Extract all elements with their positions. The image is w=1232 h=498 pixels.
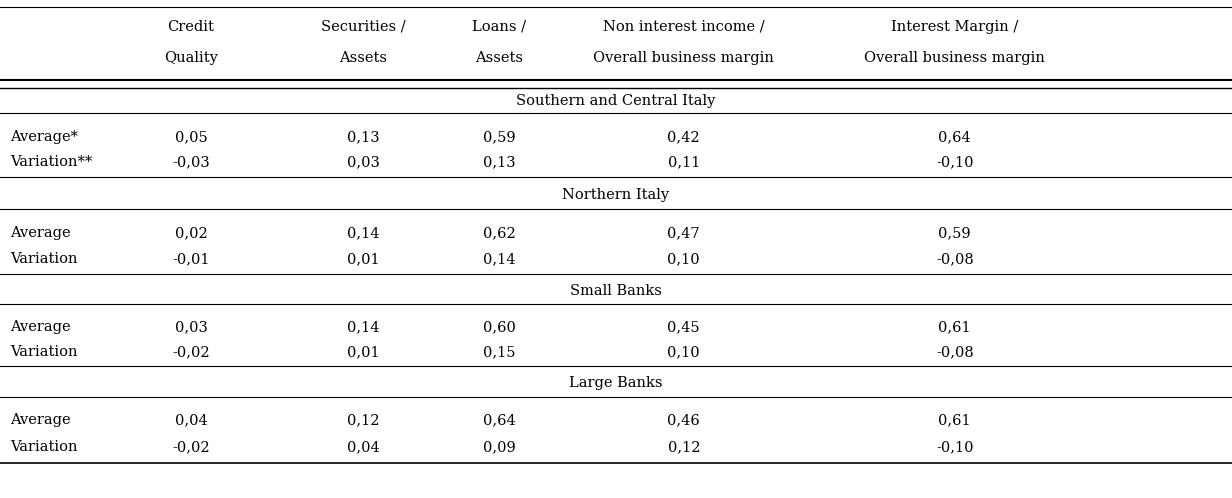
Text: -0,03: -0,03	[172, 155, 209, 169]
Text: Variation: Variation	[10, 252, 78, 266]
Text: 0,10: 0,10	[668, 345, 700, 359]
Text: 0,09: 0,09	[483, 440, 515, 454]
Text: -0,10: -0,10	[936, 440, 973, 454]
Text: 0,61: 0,61	[939, 413, 971, 427]
Text: 0,62: 0,62	[483, 226, 515, 240]
Text: 0,64: 0,64	[939, 130, 971, 144]
Text: Variation: Variation	[10, 440, 78, 454]
Text: 0,02: 0,02	[175, 226, 207, 240]
Text: -0,02: -0,02	[172, 440, 209, 454]
Text: 0,46: 0,46	[668, 413, 700, 427]
Text: 0,01: 0,01	[347, 252, 379, 266]
Text: 0,10: 0,10	[668, 252, 700, 266]
Text: 0,01: 0,01	[347, 345, 379, 359]
Text: Southern and Central Italy: Southern and Central Italy	[516, 94, 716, 108]
Text: 0,59: 0,59	[939, 226, 971, 240]
Text: Large Banks: Large Banks	[569, 376, 663, 390]
Text: Average: Average	[10, 413, 70, 427]
Text: 0,04: 0,04	[175, 413, 207, 427]
Text: Average*: Average*	[10, 130, 78, 144]
Text: 0,03: 0,03	[347, 155, 379, 169]
Text: -0,08: -0,08	[936, 345, 973, 359]
Text: Average: Average	[10, 226, 70, 240]
Text: 0,11: 0,11	[668, 155, 700, 169]
Text: Overall business margin: Overall business margin	[865, 51, 1045, 65]
Text: Quality: Quality	[164, 51, 218, 65]
Text: Small Banks: Small Banks	[570, 284, 662, 298]
Text: Variation: Variation	[10, 345, 78, 359]
Text: -0,01: -0,01	[172, 252, 209, 266]
Text: 0,13: 0,13	[347, 130, 379, 144]
Text: Credit: Credit	[168, 20, 214, 34]
Text: 0,14: 0,14	[483, 252, 515, 266]
Text: Overall business margin: Overall business margin	[594, 51, 774, 65]
Text: Assets: Assets	[340, 51, 387, 65]
Text: 0,03: 0,03	[175, 320, 207, 334]
Text: 0,12: 0,12	[347, 413, 379, 427]
Text: 0,15: 0,15	[483, 345, 515, 359]
Text: Interest Margin /: Interest Margin /	[891, 20, 1019, 34]
Text: 0,42: 0,42	[668, 130, 700, 144]
Text: 0,14: 0,14	[347, 226, 379, 240]
Text: Average: Average	[10, 320, 70, 334]
Text: Loans /: Loans /	[472, 20, 526, 34]
Text: -0,02: -0,02	[172, 345, 209, 359]
Text: 0,13: 0,13	[483, 155, 515, 169]
Text: 0,45: 0,45	[668, 320, 700, 334]
Text: -0,08: -0,08	[936, 252, 973, 266]
Text: 0,04: 0,04	[347, 440, 379, 454]
Text: 0,12: 0,12	[668, 440, 700, 454]
Text: Non interest income /: Non interest income /	[602, 20, 765, 34]
Text: Northern Italy: Northern Italy	[563, 188, 669, 202]
Text: Securities /: Securities /	[322, 20, 405, 34]
Text: 0,60: 0,60	[483, 320, 515, 334]
Text: Variation**: Variation**	[10, 155, 92, 169]
Text: 0,64: 0,64	[483, 413, 515, 427]
Text: Assets: Assets	[476, 51, 522, 65]
Text: 0,61: 0,61	[939, 320, 971, 334]
Text: -0,10: -0,10	[936, 155, 973, 169]
Text: 0,47: 0,47	[668, 226, 700, 240]
Text: 0,14: 0,14	[347, 320, 379, 334]
Text: 0,05: 0,05	[175, 130, 207, 144]
Text: 0,59: 0,59	[483, 130, 515, 144]
